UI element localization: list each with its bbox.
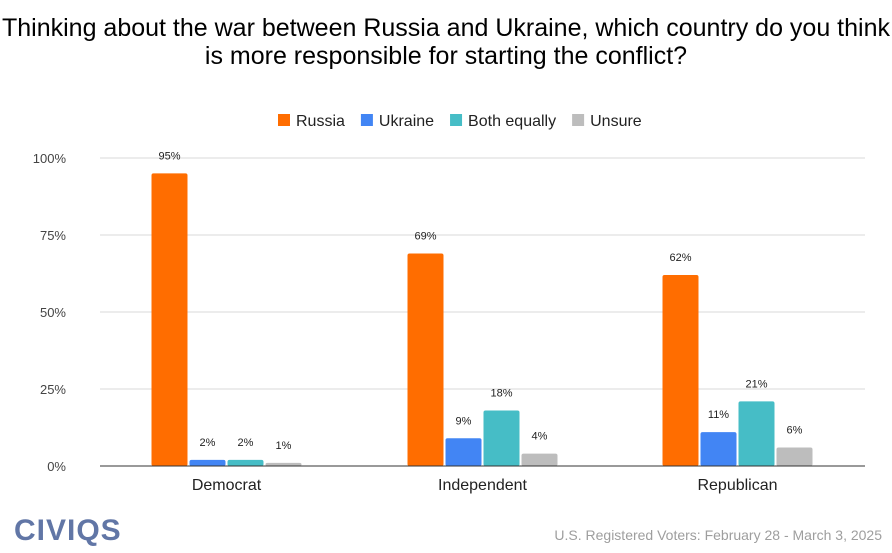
bar-russia xyxy=(407,253,444,466)
legend-swatch xyxy=(360,114,373,126)
y-tick-label: 75% xyxy=(40,228,66,243)
bar-both-equally xyxy=(483,410,520,466)
data-label: 18% xyxy=(490,388,512,400)
source-note: U.S. Registered Voters: February 28 - Ma… xyxy=(554,527,882,543)
legend-label: Russia xyxy=(296,113,345,130)
y-tick-label: 25% xyxy=(40,382,66,397)
bar-ukraine xyxy=(189,459,226,466)
bar-ukraine xyxy=(700,432,737,466)
x-tick-label: Democrat xyxy=(192,477,262,494)
data-label: 2% xyxy=(200,437,216,449)
data-label: 62% xyxy=(669,252,691,264)
data-label: 21% xyxy=(745,378,767,390)
data-label: 1% xyxy=(276,440,292,452)
bar-russia xyxy=(662,275,699,466)
legend-swatch xyxy=(450,114,463,126)
y-tick-label: 50% xyxy=(40,305,66,320)
data-label: 95% xyxy=(158,150,180,162)
x-tick-label: Republican xyxy=(697,477,777,494)
bar-both-equally xyxy=(227,459,264,466)
bar-unsure xyxy=(776,447,813,466)
y-tick-label: 0% xyxy=(47,459,66,474)
legend-swatch xyxy=(278,114,290,126)
data-label: 9% xyxy=(456,415,472,427)
bar-unsure xyxy=(265,462,302,466)
bar-unsure xyxy=(521,453,558,466)
data-label: 4% xyxy=(532,431,548,443)
legend-swatch xyxy=(572,114,585,126)
data-label: 11% xyxy=(708,409,729,421)
x-tick-label: Independent xyxy=(438,477,528,494)
bar-both-equally xyxy=(738,401,775,466)
legend-label: Ukraine xyxy=(379,113,434,130)
bar-russia xyxy=(151,173,188,466)
data-label: 69% xyxy=(414,230,436,242)
y-tick-label: 100% xyxy=(33,151,67,166)
legend-label: Both equally xyxy=(468,113,556,130)
data-label: 6% xyxy=(787,425,803,437)
data-label: 2% xyxy=(238,437,254,449)
civiqs-logo: CIVIQS xyxy=(14,514,122,547)
bar-ukraine xyxy=(445,438,482,466)
legend-label: Unsure xyxy=(590,113,642,130)
chart-title: Thinking about the war between Russia an… xyxy=(1,14,890,70)
